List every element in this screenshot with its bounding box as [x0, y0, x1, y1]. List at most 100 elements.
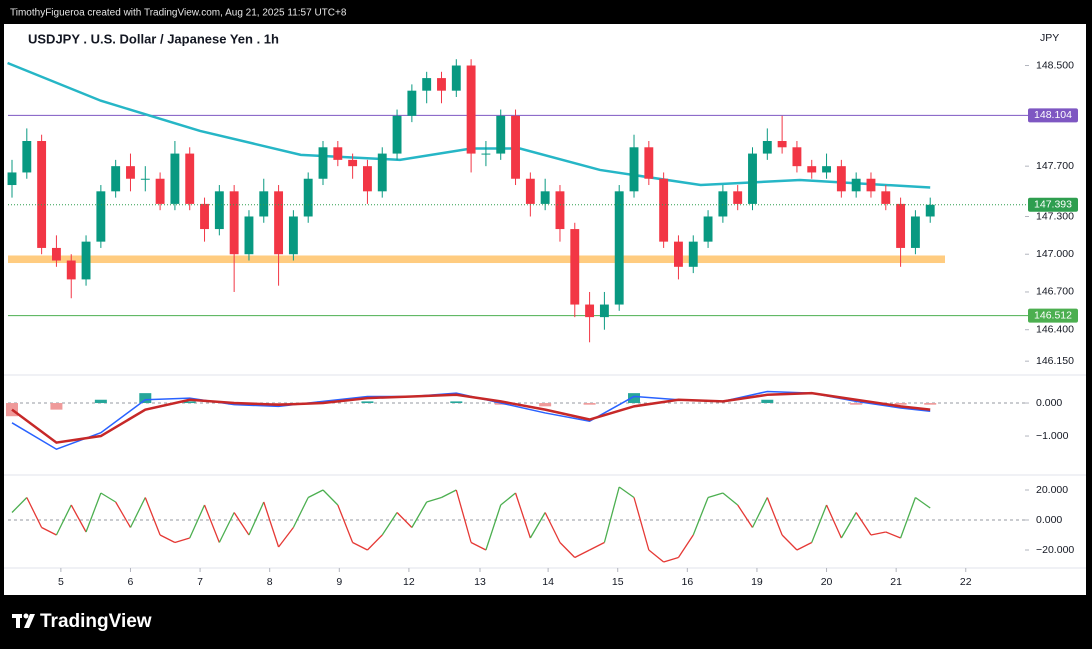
candle-body	[303, 178, 313, 217]
candle-body	[718, 191, 728, 217]
level-label: 148.104	[1034, 109, 1072, 121]
oscillator-segment	[426, 496, 442, 503]
y-tick-label: 0.000	[1036, 397, 1062, 409]
candle-body	[274, 191, 284, 255]
y-tick-label: 146.400	[1036, 323, 1074, 335]
oscillator-segment	[751, 497, 768, 528]
y-tick-label: −20.000	[1036, 544, 1074, 556]
macd-histogram	[361, 401, 374, 404]
oscillator-segment	[381, 512, 398, 536]
candle-body	[570, 229, 580, 305]
oscillator-segment	[263, 501, 280, 548]
oscillator-segment	[203, 504, 220, 543]
oscillator-segment	[707, 492, 724, 499]
oscillator-segment	[100, 492, 117, 503]
macd-histogram	[94, 399, 107, 404]
oscillator-segment	[574, 549, 590, 559]
candle-body	[614, 191, 624, 305]
oscillator-segment	[159, 534, 176, 544]
candle-body	[51, 247, 61, 261]
candle-body	[244, 216, 254, 255]
candle-body	[155, 178, 165, 204]
oscillator-segment	[722, 492, 739, 506]
candle-body	[822, 166, 831, 173]
macd-histogram	[139, 393, 152, 404]
macd-line	[11, 391, 931, 444]
oscillator-segment	[129, 497, 146, 528]
candle-body	[688, 241, 698, 267]
candle-body	[377, 153, 387, 192]
candle-body	[140, 178, 150, 180]
candle-body	[437, 78, 446, 91]
candle-body	[851, 178, 861, 192]
y-tick-label: 0.000	[1036, 514, 1062, 526]
x-tick-label: 22	[960, 576, 972, 588]
candle-body	[333, 147, 343, 160]
candle-body	[362, 166, 372, 192]
candle-body	[733, 191, 743, 204]
macd-histogram	[494, 403, 507, 405]
oscillator-segment	[396, 512, 413, 528]
y-tick-label: 148.500	[1036, 59, 1074, 71]
oscillator-segment	[796, 541, 813, 551]
candle-body	[555, 191, 565, 230]
x-tick-label: 16	[681, 576, 693, 588]
candle-body	[807, 166, 817, 173]
candle-body	[81, 241, 91, 280]
oscillator-segment	[115, 501, 132, 528]
candle-body	[748, 153, 757, 204]
candle-body	[229, 191, 239, 255]
x-tick-label: 9	[336, 576, 342, 588]
macd-histogram	[628, 393, 641, 404]
oscillator-segment	[366, 534, 383, 551]
candle-body	[170, 153, 180, 204]
candle-body	[392, 115, 402, 154]
candle-body	[451, 65, 461, 91]
chart-area	[4, 24, 1086, 595]
candle-body	[288, 216, 298, 255]
macd-histogram	[583, 403, 596, 405]
unit: JPY	[1040, 32, 1059, 44]
oscillator-segment	[352, 541, 368, 551]
oscillator-segment	[840, 512, 857, 539]
oscillator-segment	[189, 504, 206, 539]
y-tick-label: 147.700	[1036, 160, 1074, 172]
oscillator-segment	[692, 497, 709, 536]
oscillator-segment	[470, 541, 487, 551]
candle-body	[407, 90, 417, 116]
candle-body	[126, 166, 135, 179]
candle-body	[200, 203, 209, 230]
candle-body	[96, 191, 106, 242]
x-tick-label: 21	[890, 576, 902, 588]
candle-body	[37, 141, 47, 248]
oscillator-segment	[500, 492, 516, 506]
oscillator-segment	[307, 489, 324, 499]
candle-body	[599, 304, 609, 318]
oscillator-segment	[441, 489, 457, 499]
candle-body	[703, 216, 713, 242]
y-tick-label: 146.700	[1036, 286, 1074, 298]
oscillator-segment	[70, 504, 87, 533]
candle-body	[466, 65, 476, 154]
candle-body	[422, 78, 432, 91]
oscillator-segment	[825, 504, 842, 539]
candle-body	[629, 147, 639, 192]
macd-histogram	[450, 401, 463, 404]
footer-logo: TradingView	[40, 611, 152, 632]
macd-histogram	[539, 403, 552, 407]
oscillator-segment	[529, 512, 546, 539]
oscillator-segment	[41, 526, 57, 536]
x-tick-label: 12	[403, 576, 415, 588]
y-tick-label: 147.300	[1036, 210, 1074, 222]
oscillator-segment	[514, 492, 531, 539]
header: TimothyFigueroa created with TradingView…	[10, 8, 347, 19]
oscillator-segment	[144, 497, 161, 536]
y-tick-label: 147.000	[1036, 248, 1074, 260]
candle-body	[585, 304, 595, 318]
oscillator-segment	[648, 549, 665, 563]
candle-body	[348, 159, 358, 167]
last-price-label: 147.393	[1034, 199, 1072, 211]
oscillator-segment	[633, 497, 650, 551]
oscillator-segment	[663, 556, 679, 563]
